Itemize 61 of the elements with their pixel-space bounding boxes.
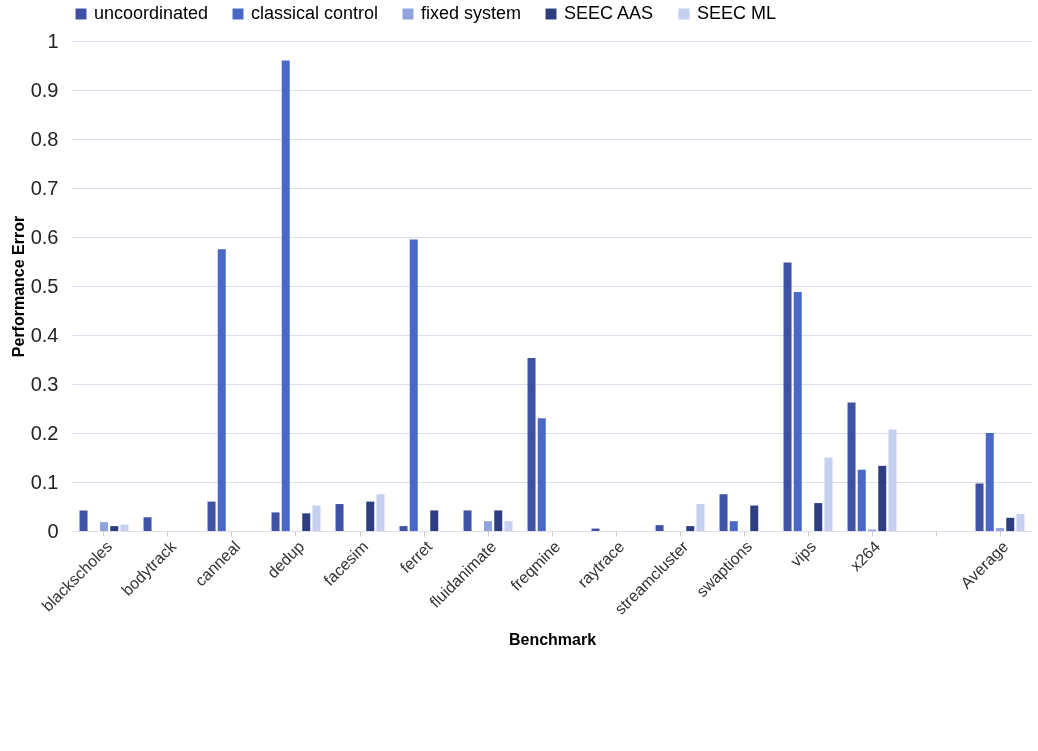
y-tick-label: 0.3 [30,372,59,395]
bar [376,494,385,531]
bar [814,503,823,531]
y-tick-label: 0.2 [30,421,59,444]
bar [494,510,503,531]
y-tick-label: 0.1 [30,470,59,493]
bar [430,510,439,531]
bar [824,457,833,531]
bar [100,522,108,531]
bar [366,501,375,531]
bar [857,469,866,531]
bar [696,504,705,531]
bar [719,494,728,531]
legend-label: classical control [251,3,379,23]
y-tick-label: 0.5 [30,274,59,297]
bar [686,526,695,531]
y-tick-label: 0.9 [30,78,59,101]
bar [302,513,311,531]
bar [985,433,994,531]
legend-label: fixed system [421,3,522,23]
x-tick-label: vips [787,537,820,570]
y-axis-title: Performance Error [9,215,27,358]
bar [888,429,897,531]
y-tick-label: 0.4 [30,323,59,346]
bar [793,291,802,531]
bar [110,526,119,531]
bar [281,60,290,531]
bar [729,521,738,531]
bar [527,358,536,531]
bar [783,262,792,531]
bar [847,402,856,531]
bar [504,521,513,531]
x-axis-title: Benchmark [508,630,597,648]
bar [120,524,129,531]
bar [537,418,546,531]
y-tick-label: 0.8 [30,127,59,150]
bar [335,504,344,531]
bar [484,521,492,531]
bar [750,505,759,531]
bar [1016,513,1025,531]
bar [312,505,321,531]
y-tick-label: 1 [47,29,59,52]
bar [996,528,1004,531]
bar [399,526,408,531]
legend-label: uncoordinated [94,3,209,23]
y-tick-label: 0.7 [30,176,59,199]
bar [271,512,280,531]
bar [878,465,887,531]
bar [143,517,152,531]
bar [463,510,472,531]
bar [79,510,88,531]
y-tick-label: 0.6 [30,225,59,248]
y-tick-label: 0 [47,519,59,542]
bar [975,483,984,531]
bar [207,501,216,531]
legend-label: SEEC ML [697,3,777,23]
legend-label: SEEC AAS [564,3,654,23]
bar [655,525,664,531]
bar [1006,517,1015,531]
bar [217,249,226,531]
bar [409,239,418,531]
